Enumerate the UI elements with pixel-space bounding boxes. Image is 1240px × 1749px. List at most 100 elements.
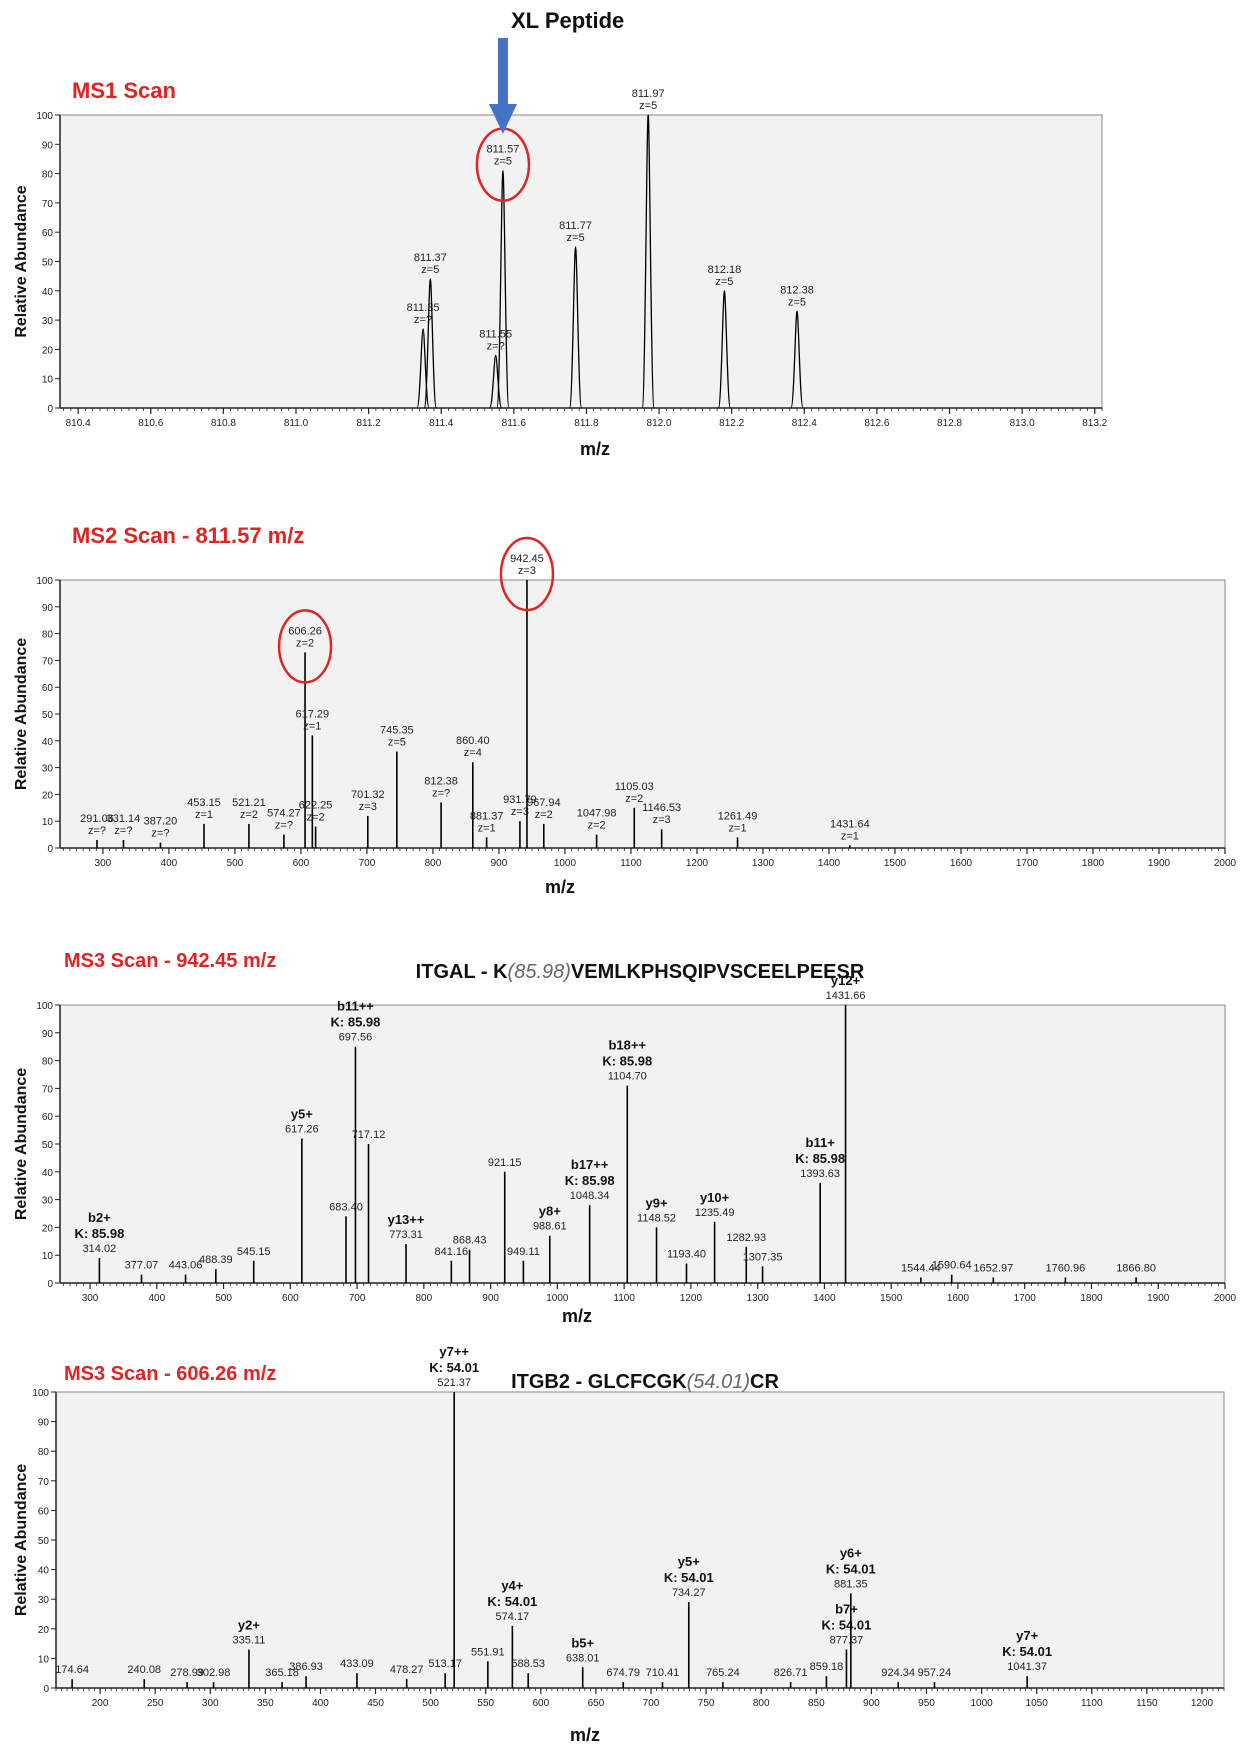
peak-label: 1544.44	[901, 1262, 941, 1274]
y-tick-label: 20	[38, 1625, 50, 1636]
peak-label: 765.24	[706, 1667, 740, 1679]
peak-label: z=3	[511, 806, 529, 818]
y-tick-label: 80	[38, 1447, 50, 1458]
peak-label: z=2	[240, 809, 258, 821]
y-tick-label: 10	[42, 375, 54, 386]
ion-annotation: b18++	[608, 1038, 646, 1053]
x-tick-label: 1000	[546, 1293, 569, 1304]
y-tick-label: 40	[38, 1566, 50, 1577]
y-tick-label: 80	[42, 1057, 54, 1068]
x-tick-label: 600	[293, 858, 310, 869]
chart-title: MS1 Scan	[72, 78, 176, 103]
x-tick-label: 300	[202, 1698, 219, 1709]
x-tick-label: 1300	[747, 1293, 770, 1304]
peak-label: z=5	[639, 100, 657, 112]
ion-annotation: K: 85.98	[795, 1151, 845, 1166]
peak-label: 387.20	[144, 816, 178, 828]
peak-label: 877.37	[830, 1635, 864, 1647]
peak-label: z=2	[588, 820, 606, 832]
x-tick-label: 500	[215, 1293, 232, 1304]
y-tick-label: 50	[42, 710, 54, 721]
x-tick-label: 500	[422, 1698, 439, 1709]
x-axis-label: m/z	[545, 877, 575, 897]
x-tick-label: 1300	[752, 858, 775, 869]
peptide-modification: (85.98)	[508, 961, 571, 983]
peak-label: z=3	[359, 801, 377, 813]
ion-annotation: K: 85.98	[565, 1173, 615, 1188]
ion-annotation: y7++	[439, 1344, 469, 1359]
y-tick-label: 0	[47, 844, 53, 855]
spectrum-panel-4: MS3 Scan - 606.26 m/z ITGB2 - GLCFCGK(54.…	[13, 1344, 1225, 1745]
peak-label: 1652.97	[973, 1262, 1013, 1274]
peak-label: z=2	[535, 809, 553, 821]
x-tick-label: 400	[312, 1698, 329, 1709]
ion-annotation: y5+	[291, 1106, 313, 1121]
peak-label: z=?	[487, 340, 505, 352]
x-tick-label: 550	[477, 1698, 494, 1709]
x-tick-label: 810.4	[66, 418, 91, 429]
x-tick-label: 1900	[1148, 858, 1171, 869]
peptide-sequence: ITGAL - K(85.98)VEMLKPHSQIPVSCEELPEESR	[416, 961, 865, 983]
peak-label: 1307.35	[743, 1251, 783, 1263]
x-tick-label: 810.6	[138, 418, 163, 429]
highlight-circle	[277, 609, 333, 684]
ion-annotation: K: 54.01	[1002, 1644, 1052, 1659]
highlight-circle	[499, 536, 555, 612]
peak-label: 1047.98	[577, 808, 617, 820]
peak-label: 521.21	[232, 797, 266, 809]
x-tick-label: 1200	[686, 858, 709, 869]
ion-annotation: y2+	[238, 1618, 260, 1633]
x-tick-label: 700	[349, 1293, 366, 1304]
arrow-head	[488, 104, 517, 134]
chart-title: MS3 Scan - 606.26 m/z	[64, 1363, 276, 1385]
ion-annotation: y4+	[501, 1578, 523, 1593]
ion-annotation: y7+	[1016, 1628, 1038, 1643]
ion-annotation: b11++	[337, 999, 374, 1014]
peak-label: 957.24	[918, 1667, 952, 1679]
ion-annotation: b5+	[571, 1635, 594, 1650]
y-tick-label: 60	[42, 683, 54, 694]
x-tick-label: 1200	[1191, 1698, 1214, 1709]
peak-label: 1431.66	[826, 990, 866, 1002]
ion-annotation: y9+	[646, 1195, 668, 1210]
peak-profile	[496, 170, 510, 409]
x-tick-label: 811.4	[429, 418, 454, 429]
peak-label: 377.07	[125, 1260, 159, 1272]
x-tick-label: 850	[808, 1698, 825, 1709]
y-tick-label: 20	[42, 1223, 54, 1234]
chart-title: MS2 Scan - 811.57 m/z	[72, 523, 304, 548]
y-tick-label: 80	[42, 630, 54, 641]
peak-label: z=?	[88, 825, 106, 837]
y-tick-label: 70	[42, 199, 54, 210]
x-tick-label: 1100	[620, 858, 642, 869]
peak-label: 574.17	[496, 1611, 530, 1623]
peak-profile	[416, 328, 430, 409]
peak-label: 551.91	[471, 1646, 505, 1658]
y-tick-label: 20	[42, 345, 54, 356]
y-axis-label: Relative Abundance	[13, 638, 30, 790]
x-axis-label: m/z	[562, 1306, 592, 1326]
peak-label: 606.26	[288, 625, 322, 637]
peak-label: z=3	[653, 814, 671, 826]
peak-label: 773.31	[389, 1229, 423, 1241]
x-tick-label: 1800	[1082, 858, 1105, 869]
ion-annotation: b17++	[571, 1157, 609, 1172]
x-tick-label: 2000	[1214, 858, 1237, 869]
peak-label: 1193.40	[667, 1249, 706, 1261]
ion-annotation: y13++	[388, 1212, 425, 1227]
y-tick-label: 90	[38, 1418, 50, 1429]
peak-label: 335.11	[233, 1635, 266, 1647]
ion-annotation: y6+	[840, 1545, 862, 1560]
peak-label: 1105.03	[615, 781, 654, 793]
peak-label: 386.93	[289, 1661, 323, 1673]
xl-peptide-arrow	[488, 38, 517, 134]
peak-label: 683.40	[329, 1201, 363, 1213]
peak-label: z=5	[788, 296, 806, 308]
peak-label: 710.41	[646, 1667, 680, 1679]
peak-profile	[568, 246, 583, 409]
ion-annotation: y10+	[700, 1190, 730, 1205]
y-axis-label: Relative Abundance	[13, 1464, 30, 1616]
y-tick-label: 40	[42, 287, 54, 298]
x-tick-label: 1100	[613, 1293, 635, 1304]
ion-annotation: b2+	[88, 1210, 111, 1225]
